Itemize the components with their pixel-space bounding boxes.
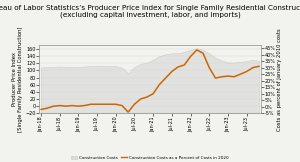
Construction Costs as a Percent of Costs in 2020 bbox=[108, 103, 111, 105]
Construction Costs as a Percent of Costs in 2020 bbox=[52, 105, 55, 107]
Construction Costs as a Percent of Costs in 2020 bbox=[158, 84, 161, 86]
Construction Costs as a Percent of Costs in 2020 bbox=[45, 107, 49, 109]
Construction Costs as a Percent of Costs in 2020 bbox=[114, 103, 118, 105]
Construction Costs as a Percent of Costs in 2020 bbox=[176, 66, 180, 68]
Construction Costs as a Percent of Costs in 2020 bbox=[151, 93, 155, 95]
Construction Costs as a Percent of Costs in 2020 bbox=[207, 67, 211, 69]
Construction Costs as a Percent of Costs in 2020 bbox=[139, 98, 142, 100]
Construction Costs as a Percent of Costs in 2020 bbox=[238, 73, 242, 75]
Construction Costs as a Percent of Costs in 2020 bbox=[251, 67, 255, 69]
Text: Bureau of Labor Statistics’s Producer Price Index for Single Family Residential : Bureau of Labor Statistics’s Producer Pr… bbox=[0, 5, 300, 18]
Construction Costs as a Percent of Costs in 2020 bbox=[220, 76, 224, 78]
Construction Costs as a Percent of Costs in 2020 bbox=[170, 71, 174, 73]
Construction Costs as a Percent of Costs in 2020 bbox=[70, 105, 74, 107]
Construction Costs as a Percent of Costs in 2020 bbox=[133, 103, 136, 105]
Construction Costs as a Percent of Costs in 2020 bbox=[83, 105, 86, 107]
Construction Costs as a Percent of Costs in 2020 bbox=[226, 75, 230, 77]
Construction Costs as a Percent of Costs in 2020 bbox=[39, 109, 43, 110]
Construction Costs as a Percent of Costs in 2020 bbox=[76, 105, 80, 107]
Construction Costs as a Percent of Costs in 2020 bbox=[145, 96, 149, 98]
Construction Costs as a Percent of Costs in 2020 bbox=[195, 49, 199, 51]
Construction Costs as a Percent of Costs in 2020 bbox=[126, 111, 130, 113]
Construction Costs as a Percent of Costs in 2020 bbox=[182, 64, 186, 66]
Construction Costs as a Percent of Costs in 2020 bbox=[257, 65, 261, 67]
Construction Costs as a Percent of Costs in 2020 bbox=[245, 71, 248, 73]
Y-axis label: Producer Price Index
[Single Family Residential Construction]: Producer Price Index [Single Family Resi… bbox=[12, 27, 23, 132]
Construction Costs as a Percent of Costs in 2020 bbox=[95, 103, 99, 105]
Line: Construction Costs as a Percent of Costs in 2020: Construction Costs as a Percent of Costs… bbox=[41, 50, 259, 112]
Construction Costs as a Percent of Costs in 2020 bbox=[89, 103, 93, 105]
Construction Costs as a Percent of Costs in 2020 bbox=[214, 77, 217, 79]
Construction Costs as a Percent of Costs in 2020 bbox=[201, 52, 205, 54]
Construction Costs as a Percent of Costs in 2020 bbox=[58, 105, 61, 107]
Construction Costs as a Percent of Costs in 2020 bbox=[189, 56, 192, 58]
Legend: Construction Costs, Construction Costs as a Percent of Costs in 2020: Construction Costs, Construction Costs a… bbox=[70, 154, 230, 162]
Construction Costs as a Percent of Costs in 2020 bbox=[101, 103, 105, 105]
Construction Costs as a Percent of Costs in 2020 bbox=[232, 76, 236, 78]
Y-axis label: Costs as percent of January 2010 costs: Costs as percent of January 2010 costs bbox=[278, 28, 282, 131]
Construction Costs as a Percent of Costs in 2020 bbox=[120, 105, 124, 107]
Construction Costs as a Percent of Costs in 2020 bbox=[64, 105, 68, 107]
Construction Costs as a Percent of Costs in 2020 bbox=[164, 77, 167, 79]
